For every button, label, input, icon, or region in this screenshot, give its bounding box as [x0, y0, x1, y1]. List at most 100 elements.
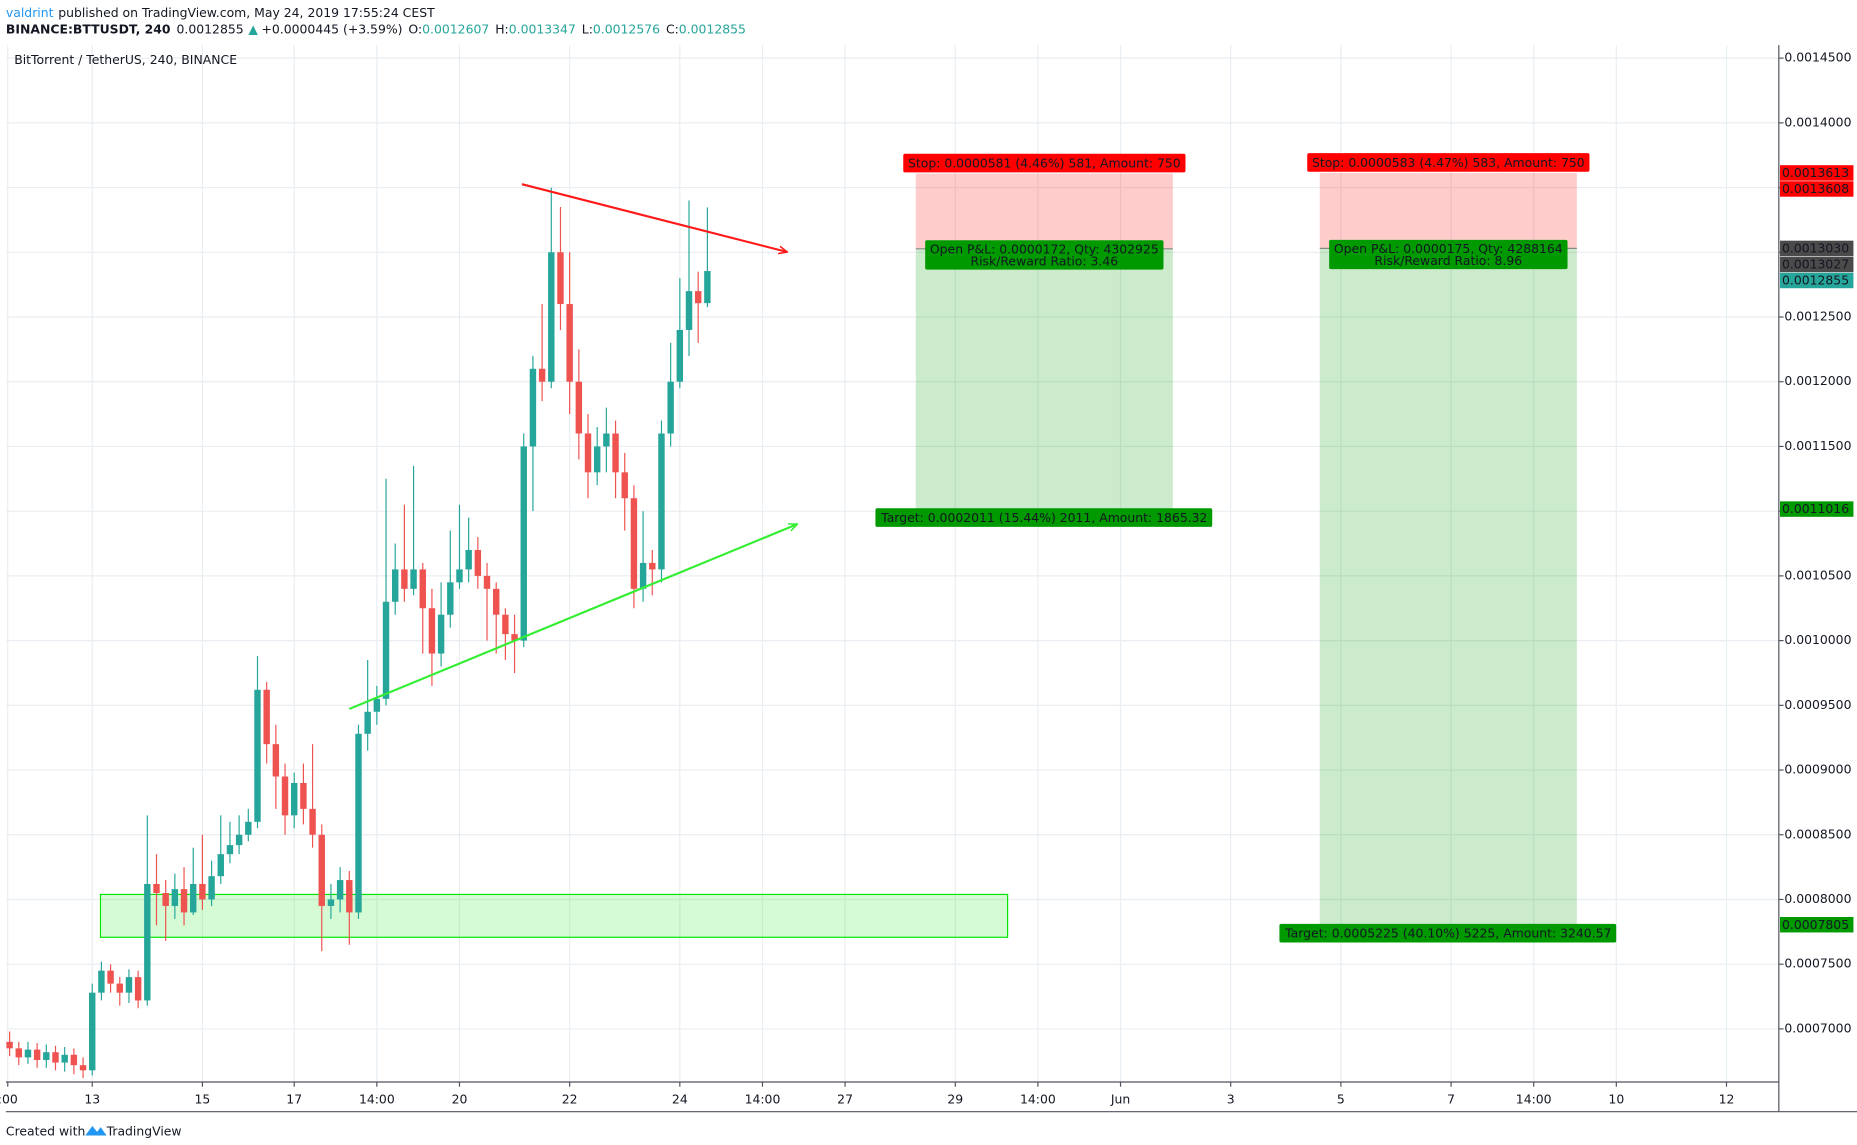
price-tag-label: 0.0013608	[1782, 181, 1849, 196]
ohlc-label: C:	[666, 21, 679, 36]
candle-body	[704, 271, 711, 304]
stop-zone	[1319, 172, 1577, 249]
candle-body	[685, 291, 693, 330]
price-tag	[1780, 916, 1854, 933]
y-tick-label: 0.0011500	[1784, 438, 1851, 453]
candle-body	[24, 1049, 32, 1058]
candle-body	[33, 1049, 41, 1060]
footer-created: Created with	[6, 1123, 85, 1138]
ohlc-label: H:	[495, 21, 509, 36]
x-tick-label: 14:00	[1516, 1091, 1552, 1106]
candle-body	[612, 433, 619, 473]
candle-body	[98, 970, 105, 993]
stop-label: Stop: 0.0000583 (4.47%) 583, Amount: 750	[1312, 155, 1585, 170]
zones	[99, 172, 1577, 938]
plot-area	[6, 172, 1577, 1079]
candle-body	[474, 549, 482, 576]
candle-body	[630, 498, 638, 589]
last-price: 0.0012855	[177, 21, 244, 36]
x-tick-label: Jun	[1110, 1091, 1130, 1106]
y-tick-label: 0.0012500	[1784, 308, 1851, 323]
price-tag-label: 0.0011016	[1782, 501, 1849, 516]
candle-body	[502, 614, 509, 635]
x-tick-label: 13	[84, 1091, 100, 1106]
candle-body	[190, 883, 197, 913]
candle-body	[419, 569, 426, 609]
ohlc-value: 0.0013347	[509, 21, 576, 36]
candle-body	[180, 889, 188, 913]
candle-body	[382, 601, 390, 699]
candle-body	[346, 880, 353, 913]
change: +0.0000445 (+3.59%)	[261, 21, 402, 36]
x-tick-label: 24	[672, 1091, 688, 1106]
support-zone	[99, 893, 1009, 938]
stop-zone	[915, 173, 1173, 249]
candle-body	[171, 889, 179, 906]
y-tick-label: 0.0010000	[1784, 632, 1851, 647]
pnl-label-box	[925, 240, 1164, 270]
candle-body	[153, 883, 160, 894]
candle-body	[639, 562, 647, 589]
candle-body	[364, 711, 371, 734]
candle-body	[391, 569, 399, 602]
ohlc-value: 0.0012607	[422, 21, 489, 36]
candle-body	[327, 899, 335, 906]
candle-body	[557, 252, 564, 305]
candle-body	[144, 883, 151, 1001]
target-label: Target: 0.0002011 (15.44%) 2011, Amount:…	[880, 510, 1207, 525]
candle-body	[548, 252, 555, 382]
candle-body	[603, 433, 610, 447]
ohlc-value: 0.0012576	[593, 21, 660, 36]
published: published on TradingView.com, May 24, 20…	[58, 5, 435, 20]
candle-body	[79, 1065, 87, 1071]
candle-body	[437, 614, 445, 654]
y-tick-label: 0.0008000	[1784, 891, 1851, 906]
target-zone	[915, 248, 1173, 510]
drawings	[348, 183, 797, 710]
candle-body	[208, 876, 215, 900]
x-tick-label: 7	[1447, 1091, 1455, 1106]
ohlc-value: 0.0012855	[679, 21, 746, 36]
candle-body	[245, 821, 252, 835]
y-tick-label: 0.0010500	[1784, 567, 1851, 582]
candle-body	[373, 698, 381, 712]
candles	[6, 187, 711, 1079]
candle-body	[15, 1048, 22, 1058]
stop-label: Stop: 0.0000581 (4.46%) 581, Amount: 750	[908, 156, 1181, 171]
author: valdrint	[6, 5, 54, 20]
candle-body	[667, 381, 674, 434]
target-label-box	[1279, 923, 1617, 943]
candle-body	[336, 880, 344, 900]
pnl-label: Open P&L: 0.0000172, Qty: 4302925	[930, 241, 1159, 256]
x-tick-label: 27	[837, 1091, 853, 1106]
candle-body	[162, 893, 169, 906]
price-tag	[1780, 256, 1854, 273]
candle-body	[43, 1052, 50, 1060]
candle-body	[318, 834, 325, 906]
candle-body	[410, 569, 417, 589]
y-tick-label: 0.0014500	[1784, 50, 1851, 65]
y-tick-label: 0.0009500	[1784, 697, 1851, 712]
x-tick-label: 14:00	[1020, 1091, 1056, 1106]
candle-body	[465, 549, 472, 570]
x-tick-label: 12	[1719, 1091, 1735, 1106]
x-tick-label: 14:00	[745, 1091, 781, 1106]
candle-body	[61, 1054, 68, 1063]
ratio-label: Risk/Reward Ratio: 3.46	[970, 253, 1118, 268]
candle-body	[492, 588, 500, 615]
candle-body	[520, 446, 527, 641]
price-tag	[1780, 181, 1854, 197]
position-labels: Stop: 0.0000581 (4.46%) 581, Amount: 750…	[875, 153, 1617, 943]
candle-body	[226, 845, 234, 855]
x-tick-label: 10	[1608, 1091, 1624, 1106]
candle-body	[263, 689, 270, 745]
symbol-line: BINANCE:BTTUSDT, 240 0.0012855 ▲ +0.0000445…	[6, 21, 746, 36]
chart-title: BitTorrent / TetherUS, 240, BINANCE	[14, 52, 237, 67]
candle-body	[529, 368, 537, 447]
y-tick-label: 0.0009000	[1784, 762, 1851, 777]
x-tick-label: 17	[286, 1091, 302, 1106]
y-tick-label: 0.0007500	[1784, 956, 1851, 971]
target-label-box	[875, 508, 1213, 527]
